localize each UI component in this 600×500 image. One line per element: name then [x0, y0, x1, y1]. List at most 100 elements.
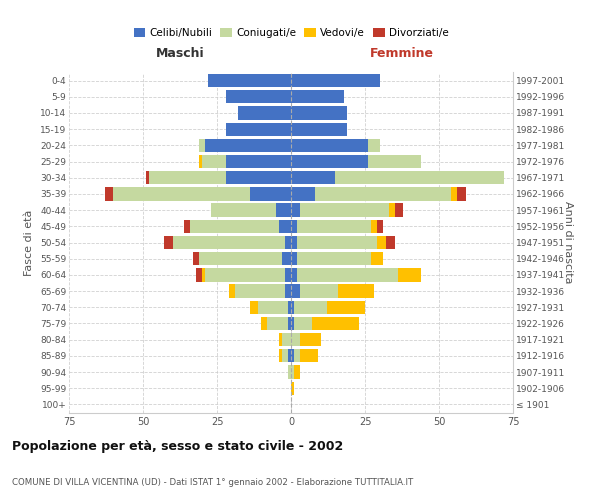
Bar [291, 220, 371, 233]
Bar [291, 349, 294, 362]
Bar [193, 252, 291, 266]
Y-axis label: Fasce di età: Fasce di età [25, 210, 34, 276]
Bar [291, 284, 300, 298]
Bar [238, 106, 291, 120]
Bar [291, 122, 347, 136]
Bar [291, 252, 383, 266]
Bar [146, 171, 291, 184]
Bar [291, 171, 504, 184]
Bar [291, 106, 347, 120]
Bar [190, 220, 291, 233]
Bar [208, 74, 291, 87]
Text: Femmine: Femmine [370, 46, 434, 60]
Bar [291, 74, 380, 87]
Bar [250, 300, 291, 314]
Bar [291, 188, 457, 200]
Bar [226, 90, 291, 104]
Bar [164, 236, 291, 249]
Bar [279, 220, 291, 233]
Bar [262, 317, 291, 330]
Bar [291, 204, 389, 217]
Bar [291, 236, 377, 249]
Bar [291, 252, 383, 266]
Bar [291, 204, 300, 217]
Bar [291, 317, 312, 330]
Bar [291, 74, 380, 87]
Bar [291, 284, 374, 298]
Bar [291, 74, 380, 87]
Bar [291, 155, 421, 168]
Bar [291, 138, 380, 152]
Bar [291, 317, 359, 330]
Y-axis label: Anni di nascita: Anni di nascita [563, 201, 574, 283]
Text: COMUNE DI VILLA VICENTINA (UD) - Dati ISTAT 1° gennaio 2002 - Elaborazione TUTTI: COMUNE DI VILLA VICENTINA (UD) - Dati IS… [12, 478, 413, 487]
Bar [282, 333, 291, 346]
Bar [238, 106, 291, 120]
Bar [291, 284, 338, 298]
Bar [291, 204, 403, 217]
Bar [291, 236, 395, 249]
Bar [205, 268, 291, 281]
Bar [291, 252, 371, 266]
Bar [199, 252, 291, 266]
Bar [291, 300, 365, 314]
Bar [113, 188, 291, 200]
Bar [173, 236, 291, 249]
Bar [291, 252, 297, 266]
Bar [226, 122, 291, 136]
Bar [229, 284, 291, 298]
Bar [199, 252, 291, 266]
Bar [229, 284, 291, 298]
Bar [291, 90, 344, 104]
Bar [291, 188, 466, 200]
Bar [291, 74, 380, 87]
Bar [268, 317, 291, 330]
Bar [199, 138, 291, 152]
Bar [279, 349, 291, 362]
Text: Maschi: Maschi [155, 46, 205, 60]
Bar [291, 284, 374, 298]
Bar [291, 155, 421, 168]
Bar [291, 333, 300, 346]
Bar [288, 366, 291, 378]
Bar [288, 300, 291, 314]
Bar [202, 268, 291, 281]
Bar [279, 349, 291, 362]
Bar [291, 268, 398, 281]
Bar [199, 155, 291, 168]
Bar [190, 220, 291, 233]
Bar [104, 188, 291, 200]
Bar [199, 138, 291, 152]
Bar [226, 122, 291, 136]
Bar [291, 188, 314, 200]
Bar [202, 155, 291, 168]
Bar [199, 138, 291, 152]
Bar [291, 366, 294, 378]
Bar [259, 300, 291, 314]
Bar [226, 90, 291, 104]
Bar [291, 122, 347, 136]
Legend: Celibi/Nubili, Coniugati/e, Vedovi/e, Divorziati/e: Celibi/Nubili, Coniugati/e, Vedovi/e, Di… [130, 25, 452, 42]
Bar [291, 106, 347, 120]
Bar [288, 366, 291, 378]
Bar [238, 106, 291, 120]
Bar [291, 188, 451, 200]
Bar [208, 74, 291, 87]
Bar [282, 349, 291, 362]
Bar [285, 284, 291, 298]
Bar [226, 90, 291, 104]
Bar [291, 382, 294, 395]
Bar [149, 171, 291, 184]
Bar [291, 155, 421, 168]
Bar [291, 90, 344, 104]
Bar [291, 122, 347, 136]
Bar [291, 349, 317, 362]
Bar [291, 300, 365, 314]
Bar [291, 300, 294, 314]
Bar [279, 333, 291, 346]
Bar [113, 188, 291, 200]
Bar [211, 204, 291, 217]
Bar [291, 220, 297, 233]
Bar [184, 220, 291, 233]
Bar [291, 106, 347, 120]
